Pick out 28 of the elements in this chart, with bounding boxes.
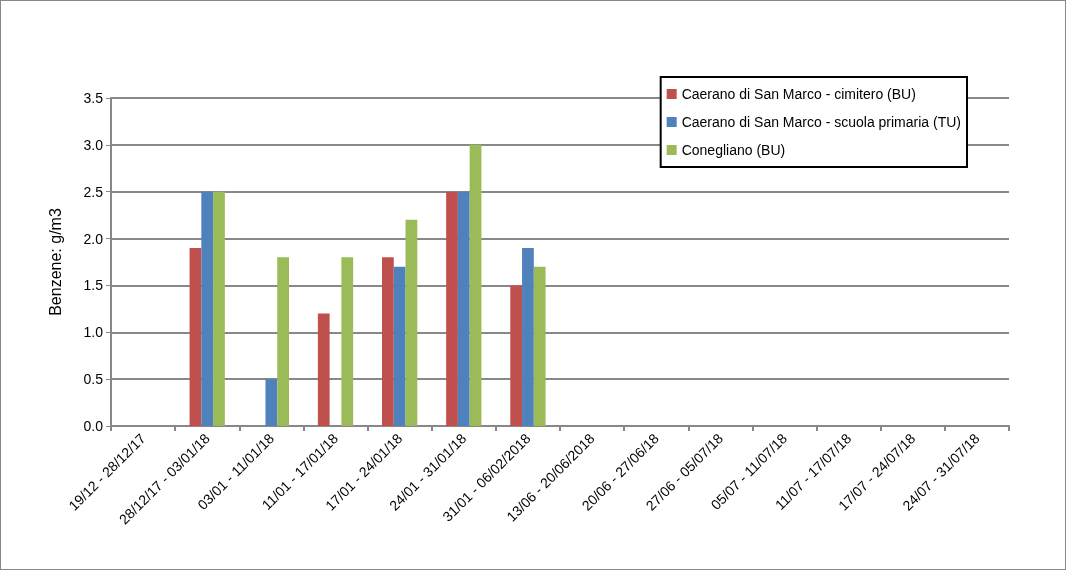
bar	[522, 247, 534, 426]
bar	[469, 144, 482, 426]
bar	[382, 257, 394, 426]
y-tick-label: 3.5	[83, 90, 104, 106]
bar	[393, 266, 406, 426]
legend-label: Conegliano (BU)	[681, 142, 786, 158]
bar	[277, 257, 289, 426]
bar	[405, 219, 418, 426]
legend-label: Caerano di San Marco - scuola primaria (TU)	[681, 114, 962, 130]
bar	[265, 379, 278, 426]
bar	[213, 191, 225, 426]
y-axis-title: Benzene: g/m3	[46, 208, 64, 316]
bar	[533, 266, 546, 426]
y-tick-label: 1.0	[83, 324, 104, 341]
y-tick-label: 2.0	[83, 230, 104, 247]
y-tick-label: 0.5	[83, 371, 104, 388]
bar	[510, 285, 523, 426]
y-tick-label: 2.5	[83, 183, 104, 200]
bar	[446, 191, 458, 426]
legend-label: Caerano di San Marco - cimitero (BU)	[681, 86, 916, 102]
bar	[457, 191, 470, 426]
y-tick-label: 1.5	[83, 277, 104, 294]
y-tick-label: 3.0	[83, 136, 104, 153]
y-tick-label: 0.0	[83, 418, 104, 434]
bar	[317, 313, 330, 426]
bar	[201, 191, 214, 426]
bar	[341, 257, 354, 426]
bar	[189, 247, 202, 426]
